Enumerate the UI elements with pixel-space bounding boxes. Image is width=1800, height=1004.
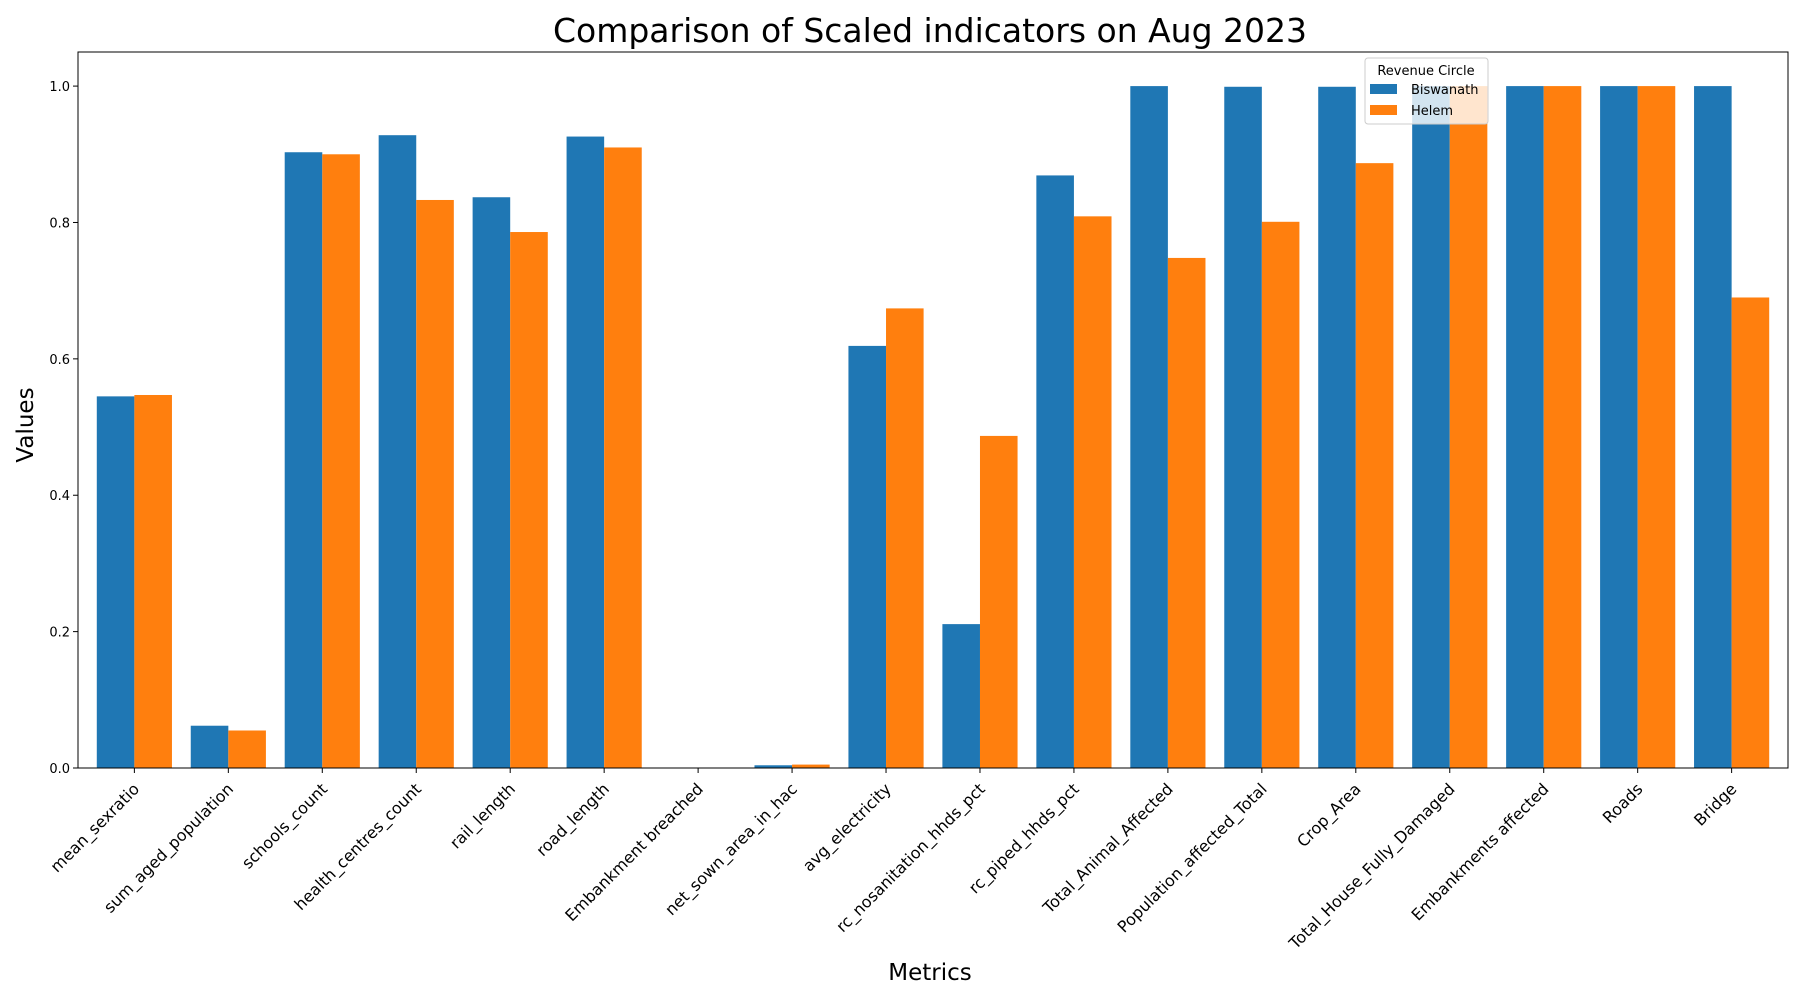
legend-label-biswanath: Biswanath — [1411, 83, 1478, 98]
x-tick-label: mean_sexratio — [47, 779, 144, 876]
x-axis-label: Metrics — [888, 960, 972, 986]
legend: Revenue Circle Biswanath Helem — [1364, 57, 1489, 125]
legend-swatch-biswanath — [1370, 84, 1397, 94]
y-tick-label: 1.0 — [49, 80, 70, 95]
y-axis-label: Values — [13, 387, 39, 462]
bar-helem-2 — [322, 154, 360, 769]
y-tick-label: 0.2 — [49, 626, 70, 641]
bar-helem-0 — [134, 394, 172, 768]
bar-biswanath-10 — [1036, 175, 1074, 769]
x-tick-label: Total_House_Fully_Damaged — [1285, 779, 1460, 954]
bar-helem-14 — [1449, 86, 1488, 769]
bar-helem-5 — [604, 147, 642, 768]
bar-helem-4 — [510, 232, 548, 769]
bar-helem-11 — [1167, 257, 1206, 768]
bar-biswanath-9 — [942, 624, 980, 768]
bar-helem-12 — [1261, 221, 1300, 768]
bar-helem-1 — [228, 730, 266, 768]
bar-biswanath-11 — [1130, 86, 1168, 769]
y-tick-label: 0.4 — [49, 489, 70, 504]
y-tick-label: 0.6 — [49, 353, 70, 368]
bar-biswanath-1 — [190, 725, 229, 768]
bar-biswanath-3 — [378, 135, 417, 768]
x-tick-label: Roads — [1599, 779, 1647, 827]
bar-biswanath-2 — [284, 152, 323, 769]
bar-helem-15 — [1543, 86, 1582, 769]
bar-biswanath-14 — [1412, 86, 1450, 769]
bar-helem-16 — [1637, 86, 1676, 769]
x-tick-label: rail_length — [446, 779, 520, 853]
x-tick-label: Crop_Area — [1293, 779, 1365, 851]
bar-biswanath-15 — [1506, 86, 1544, 769]
bar-biswanath-17 — [1694, 86, 1732, 769]
x-tick-label: Population_affected_Total — [1114, 779, 1272, 937]
x-tick-label: rc_nosanitation_hhds_pct — [832, 779, 989, 936]
y-tick-label: 0.0 — [49, 762, 70, 777]
bar-biswanath-16 — [1600, 86, 1638, 769]
x-tick-label: road_length — [532, 779, 613, 860]
legend-title: Revenue Circle — [1377, 64, 1474, 79]
bar-biswanath-0 — [96, 396, 135, 768]
bar-helem-8 — [886, 308, 924, 768]
bar-helem-9 — [979, 435, 1018, 768]
legend-swatch-helem — [1370, 105, 1397, 115]
bar-helem-3 — [416, 199, 454, 768]
bar-biswanath-8 — [848, 345, 887, 768]
legend-label-helem: Helem — [1411, 104, 1453, 119]
plot-area: 0.00.20.40.60.81.0mean_sexratiosum_aged_… — [47, 51, 1789, 954]
bar-helem-13 — [1355, 163, 1394, 768]
bar-helem-17 — [1731, 297, 1770, 768]
bar-biswanath-7 — [754, 765, 793, 768]
bar-biswanath-13 — [1318, 86, 1356, 768]
chart-title: Comparison of Scaled indicators on Aug 2… — [553, 11, 1307, 50]
bar-biswanath-12 — [1224, 86, 1262, 768]
x-tick-label: Bridge — [1690, 779, 1740, 829]
x-tick-label: avg_electricity — [799, 779, 896, 876]
bar-biswanath-5 — [566, 136, 605, 769]
plot-frame — [77, 51, 1789, 769]
bar-biswanath-4 — [472, 197, 511, 768]
bar-helem-7 — [792, 764, 830, 768]
x-tick-label: schools_count — [238, 779, 332, 873]
bar-helem-10 — [1073, 216, 1112, 768]
y-tick-label: 0.8 — [49, 216, 70, 231]
